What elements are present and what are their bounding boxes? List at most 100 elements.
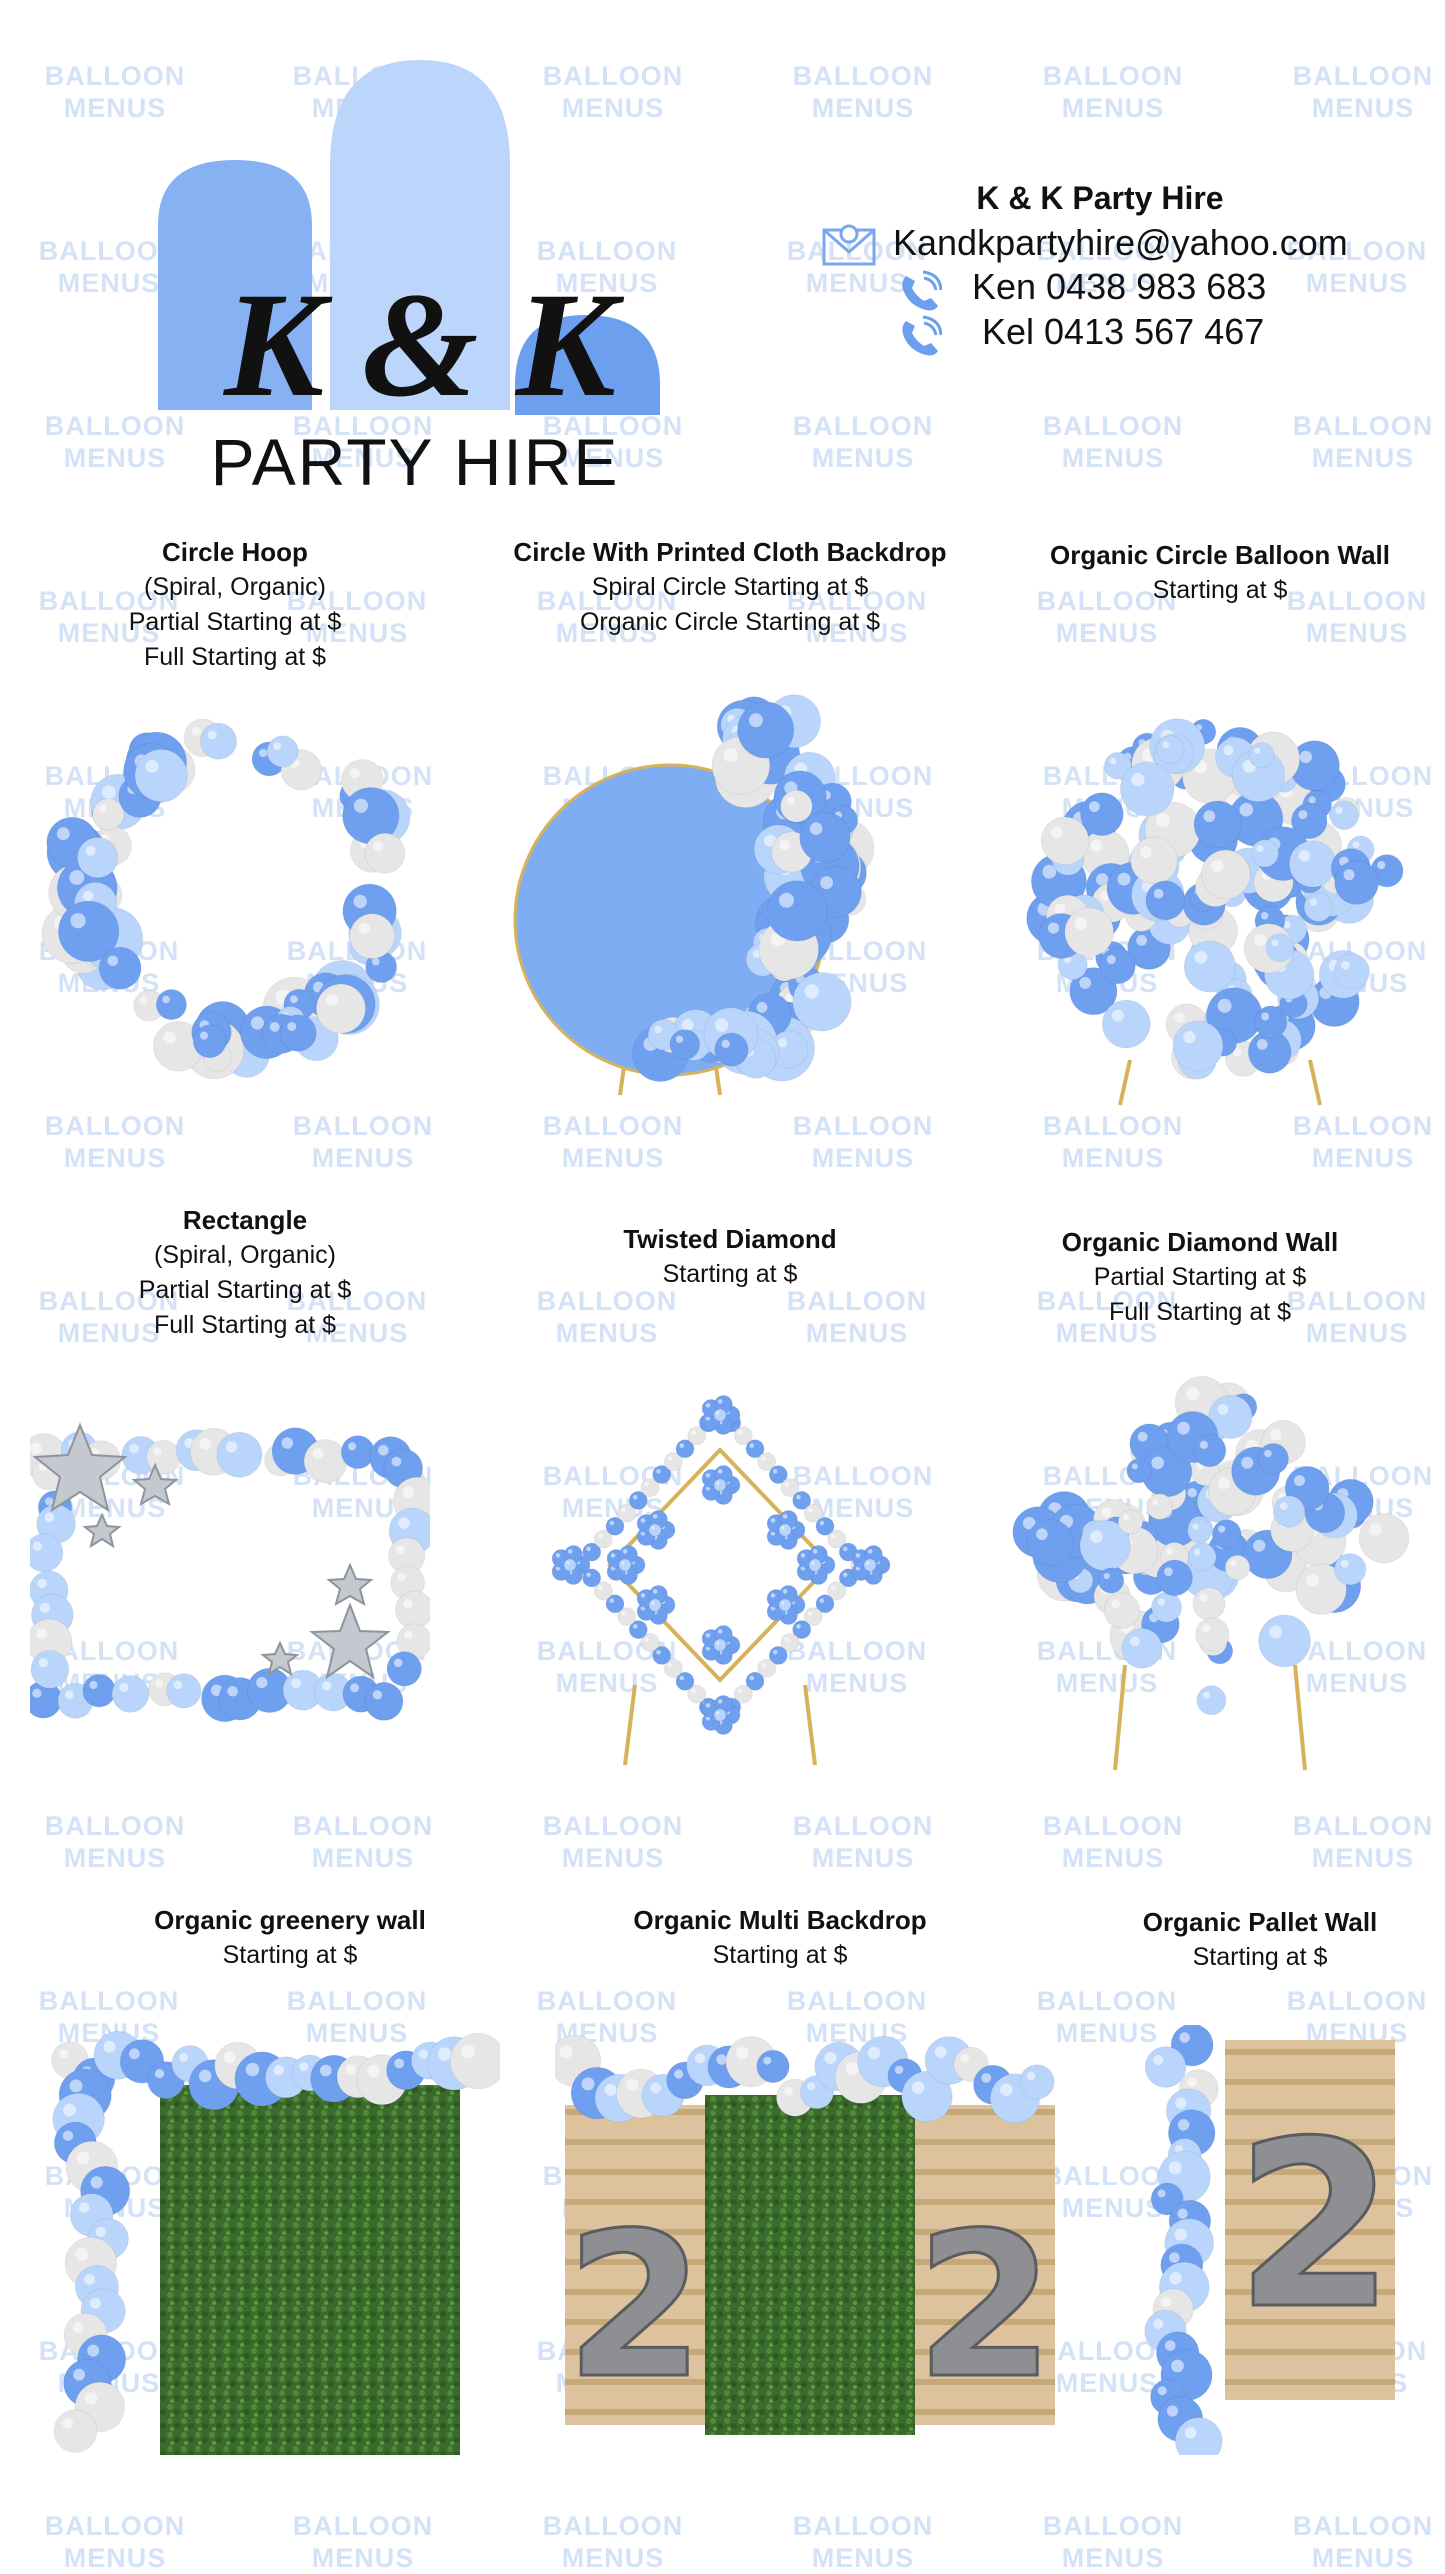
balloon-highlight bbox=[393, 1658, 403, 1668]
balloon-highlight bbox=[1343, 869, 1355, 881]
balloon-highlight bbox=[1192, 1523, 1199, 1530]
balloon-highlight bbox=[1177, 2119, 1190, 2131]
balloon bbox=[1145, 880, 1186, 921]
balloon bbox=[713, 1478, 727, 1492]
balloon-highlight bbox=[1261, 912, 1269, 920]
balloon-highlight bbox=[1137, 1431, 1148, 1442]
balloon-highlight bbox=[299, 2062, 309, 2072]
balloon-highlight bbox=[70, 913, 86, 929]
item-title: Organic Multi Backdrop bbox=[633, 1905, 927, 1935]
balloon bbox=[1101, 999, 1151, 1049]
balloon-highlight bbox=[402, 1486, 415, 1499]
multi-backdrop-illustration: 2 2 bbox=[555, 2034, 1056, 2435]
balloon-highlight bbox=[770, 1593, 776, 1598]
balloon-highlight bbox=[761, 1662, 766, 1668]
balloon-highlight bbox=[778, 1038, 788, 1048]
balloon-highlight bbox=[1271, 939, 1279, 947]
balloon-highlight bbox=[129, 1443, 139, 1454]
balloon bbox=[53, 2409, 98, 2453]
balloon-highlight bbox=[191, 726, 201, 736]
balloon bbox=[863, 1558, 877, 1572]
balloon-highlight bbox=[981, 2073, 992, 2083]
balloon-highlight bbox=[782, 1514, 788, 1519]
balloon-highlight bbox=[867, 2046, 881, 2060]
balloon-highlight bbox=[1042, 864, 1057, 879]
balloon bbox=[1187, 1542, 1217, 1572]
balloon-highlight bbox=[1218, 1477, 1230, 1490]
balloon-highlight bbox=[273, 742, 281, 750]
balloon-highlight bbox=[763, 2056, 772, 2065]
balloon-highlight bbox=[621, 1507, 626, 1513]
balloon-highlight bbox=[73, 2368, 85, 2381]
balloon-highlight bbox=[831, 1585, 836, 1590]
balloon-highlight bbox=[62, 2130, 74, 2141]
balloon bbox=[618, 1558, 632, 1572]
balloon-highlight bbox=[1171, 2359, 1184, 2373]
item-title: Organic greenery wall bbox=[154, 1905, 426, 1935]
item-title: Twisted Diamond bbox=[623, 1224, 837, 1254]
logo-sub-text: PARTY HIRE bbox=[211, 425, 620, 495]
email-link[interactable]: Kandkpartyhire@yahoo.com bbox=[893, 222, 1348, 263]
balloon-highlight bbox=[1111, 1009, 1124, 1022]
balloon bbox=[1224, 1554, 1251, 1581]
balloon-highlight bbox=[705, 1403, 711, 1408]
balloon-highlight bbox=[652, 1589, 658, 1594]
balloon-highlight bbox=[721, 1039, 730, 1048]
balloon bbox=[1146, 1493, 1173, 1520]
balloon-highlight bbox=[652, 1514, 658, 1519]
phone-kel[interactable]: Kel 0413 567 467 bbox=[982, 311, 1265, 352]
balloon bbox=[315, 983, 366, 1034]
balloon-highlight bbox=[1203, 810, 1216, 823]
balloon-highlight bbox=[290, 995, 298, 1004]
balloon-highlight bbox=[1254, 747, 1261, 754]
balloon-highlight bbox=[319, 2064, 332, 2077]
balloon bbox=[1019, 2064, 1055, 2100]
balloon-highlight bbox=[326, 993, 339, 1007]
item-line: Full Starting at $ bbox=[153, 1311, 337, 1339]
balloon bbox=[92, 798, 125, 831]
balloon-highlight bbox=[1175, 2097, 1187, 2109]
balloon bbox=[1174, 2417, 1223, 2455]
item-circle-hoop: Circle Hoop (Spiral, Organic) Partial St… bbox=[20, 535, 450, 675]
balloon-highlight bbox=[1218, 1525, 1226, 1533]
balloon-highlight bbox=[1174, 1012, 1185, 1023]
balloon bbox=[76, 836, 119, 879]
item-organic-circle-wall: Organic Circle Balloon Wall Starting at … bbox=[1010, 538, 1430, 608]
balloon-highlight bbox=[1000, 2083, 1013, 2096]
balloon-highlight bbox=[597, 1585, 603, 1590]
balloon-highlight bbox=[782, 1589, 788, 1594]
balloon bbox=[1254, 1005, 1288, 1039]
balloon-highlight bbox=[256, 1677, 268, 1689]
balloon-highlight bbox=[855, 1553, 861, 1558]
balloon-highlight bbox=[398, 1517, 410, 1529]
balloon-highlight bbox=[632, 1624, 638, 1629]
balloon-highlight bbox=[198, 2069, 212, 2083]
balloon-highlight bbox=[155, 1679, 164, 1688]
balloon-highlight bbox=[804, 984, 820, 999]
balloon-highlight bbox=[609, 1598, 615, 1603]
balloon-highlight bbox=[199, 1031, 209, 1040]
phone-ken[interactable]: Ken 0438 983 683 bbox=[972, 266, 1267, 307]
balloon bbox=[146, 1439, 181, 1475]
balloon-highlight bbox=[378, 1445, 389, 1456]
balloon bbox=[1117, 1509, 1144, 1535]
balloon-highlight bbox=[650, 2082, 661, 2094]
balloon-highlight bbox=[1253, 1539, 1266, 1552]
balloon bbox=[1080, 792, 1124, 837]
balloon-highlight bbox=[1177, 2208, 1188, 2219]
balloon-highlight bbox=[87, 2344, 100, 2357]
item-line: Full Starting at $ bbox=[143, 643, 327, 671]
balloon-highlight bbox=[716, 2054, 727, 2065]
balloon bbox=[1211, 1519, 1242, 1550]
balloon-highlight bbox=[781, 1526, 785, 1530]
balloon-highlight bbox=[1352, 841, 1360, 849]
item-circle-cloth-backdrop: Circle With Printed Cloth Backdrop Spira… bbox=[480, 535, 980, 640]
balloon-highlight bbox=[89, 1680, 98, 1690]
balloon-highlight bbox=[107, 955, 119, 967]
balloon-highlight bbox=[287, 1022, 297, 1032]
organic-diamond-wall-illustration bbox=[1012, 1375, 1410, 1771]
balloon-highlight bbox=[1103, 1573, 1110, 1580]
